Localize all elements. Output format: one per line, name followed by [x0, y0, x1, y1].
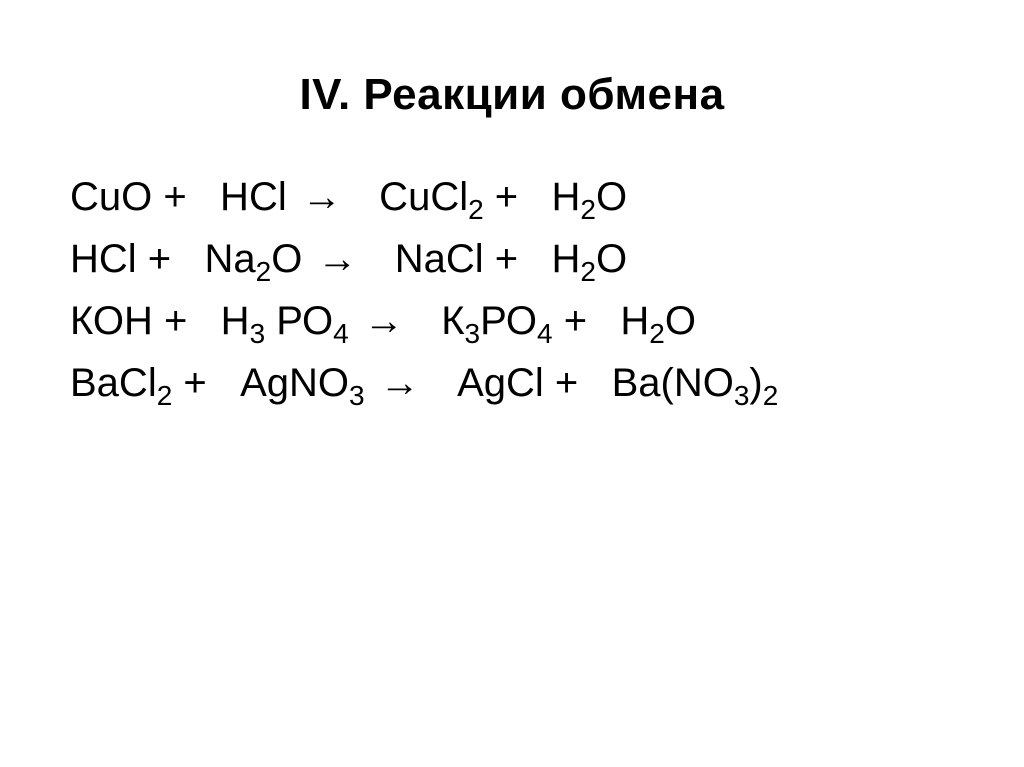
slide: IV. Реакции обмена CuO + HCl → CuCl2 + H…	[0, 0, 1024, 767]
equation-1: CuO + HCl → CuCl2 + H2O	[70, 166, 964, 228]
slide-title: IV. Реакции обмена	[60, 70, 964, 120]
equation-4: BaCl2 + AgNO3 → AgCl + Ba(NO3)2	[70, 352, 964, 414]
equation-2: HCl + Na2O → NaCl + H2O	[70, 228, 964, 290]
equations-block: CuO + HCl → CuCl2 + H2O HCl + Na2O → NaC…	[60, 166, 964, 414]
equation-3: КОН + Н3 РО4 → К3РО4 + Н2О	[70, 290, 964, 352]
